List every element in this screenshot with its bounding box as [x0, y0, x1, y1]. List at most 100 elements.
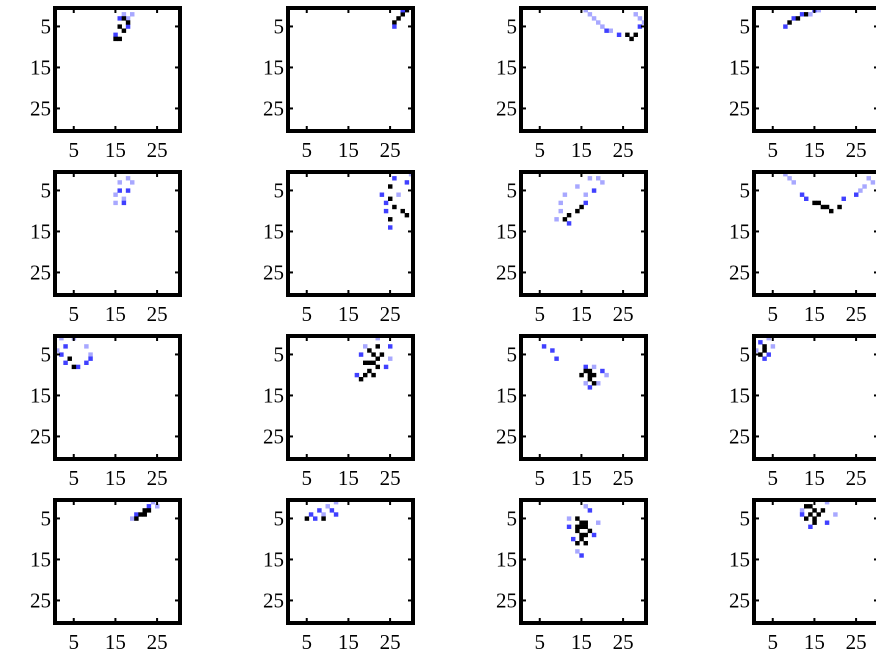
- pixel: [121, 28, 127, 33]
- pixel: [550, 348, 555, 353]
- axes-frame: [752, 170, 876, 297]
- pixel: [616, 32, 622, 37]
- pixel: [117, 16, 122, 21]
- pixel: [404, 8, 410, 13]
- pixel: [591, 364, 597, 370]
- x-tick-label: 25: [613, 302, 634, 326]
- pixel: [375, 364, 380, 370]
- pixel: [134, 516, 139, 521]
- pixel: [125, 16, 131, 21]
- axes-frame: [519, 498, 648, 625]
- y-tick-label: 15: [30, 547, 51, 571]
- x-tick-label: 5: [768, 466, 779, 490]
- pixel: [400, 208, 405, 214]
- y-tick-label: 15: [263, 547, 284, 571]
- y-tick-label: 5: [507, 506, 518, 530]
- pixel: [130, 12, 135, 17]
- pixel: [841, 196, 846, 201]
- x-tick-label: 5: [535, 466, 546, 490]
- pixel: [566, 516, 572, 521]
- x-tick-label: 5: [69, 466, 80, 490]
- y-tick-label: 15: [496, 547, 517, 571]
- pixel: [379, 352, 385, 357]
- pixel: [383, 200, 389, 206]
- pixel: [367, 348, 372, 353]
- pixel: [791, 16, 796, 21]
- pixel: [854, 192, 859, 197]
- pixel: [371, 360, 376, 365]
- x-tick-label: 25: [846, 630, 867, 654]
- x-tick-label: 15: [804, 630, 825, 654]
- pixel: [146, 508, 152, 513]
- axes-frame: [752, 498, 876, 625]
- y-tick-label: 5: [740, 342, 751, 366]
- pixel: [812, 200, 817, 206]
- pixel: [562, 217, 568, 222]
- pixel: [367, 368, 372, 374]
- y-tick-label: 25: [30, 588, 51, 612]
- y-tick-label: 15: [263, 219, 284, 243]
- pixel: [304, 516, 310, 521]
- pixel: [791, 180, 796, 185]
- pixel: [766, 336, 771, 341]
- x-tick-label: 25: [613, 138, 634, 162]
- pixel: [833, 512, 838, 517]
- axes-frame: [752, 6, 876, 133]
- pixel: [783, 24, 788, 29]
- pixel: [392, 176, 397, 181]
- x-tick-label: 15: [571, 630, 592, 654]
- pixel: [117, 36, 122, 42]
- y-tick-label: 5: [274, 14, 285, 38]
- pixel: [625, 32, 630, 37]
- x-tick-label: 25: [380, 466, 401, 490]
- pixel: [63, 360, 68, 365]
- pixel: [396, 16, 401, 21]
- x-tick-label: 15: [804, 138, 825, 162]
- pixel: [591, 381, 597, 386]
- pixel: [762, 344, 767, 349]
- pixel: [583, 192, 588, 197]
- pixel: [604, 28, 609, 33]
- x-tick-label: 5: [302, 466, 313, 490]
- pixel: [575, 524, 580, 529]
- y-tick-label: 15: [729, 55, 750, 79]
- pixel: [358, 352, 364, 357]
- y-tick-label: 25: [729, 96, 750, 120]
- y-tick-label: 15: [30, 219, 51, 243]
- pixel: [371, 352, 376, 357]
- pixel: [363, 372, 368, 378]
- pixel: [383, 208, 389, 214]
- pixel: [125, 176, 131, 181]
- y-tick-label: 5: [507, 14, 518, 38]
- pixel: [59, 352, 64, 357]
- axes-frame: [519, 6, 648, 133]
- pixel: [113, 36, 118, 42]
- pixel: [587, 176, 593, 181]
- pixel: [591, 532, 597, 538]
- pixel: [816, 8, 821, 13]
- y-tick-label: 25: [263, 588, 284, 612]
- x-tick-label: 25: [846, 138, 867, 162]
- pixel: [146, 504, 152, 509]
- pixel: [583, 368, 588, 374]
- pixel: [633, 32, 638, 37]
- x-tick-label: 15: [804, 302, 825, 326]
- pixel: [600, 24, 605, 29]
- pixel: [138, 512, 143, 517]
- y-tick-label: 15: [496, 55, 517, 79]
- pixel: [575, 528, 580, 534]
- y-tick-label: 5: [274, 342, 285, 366]
- pixel: [804, 196, 809, 201]
- y-tick-label: 5: [507, 178, 518, 202]
- pixel: [575, 208, 580, 214]
- pixel: [804, 504, 809, 509]
- pixel: [575, 549, 580, 554]
- pixel: [587, 508, 593, 513]
- y-tick-label: 15: [30, 55, 51, 79]
- pixel: [596, 20, 601, 25]
- x-tick-label: 25: [380, 138, 401, 162]
- x-tick-label: 15: [338, 630, 359, 654]
- pixel: [858, 188, 863, 193]
- pixel: [383, 364, 389, 370]
